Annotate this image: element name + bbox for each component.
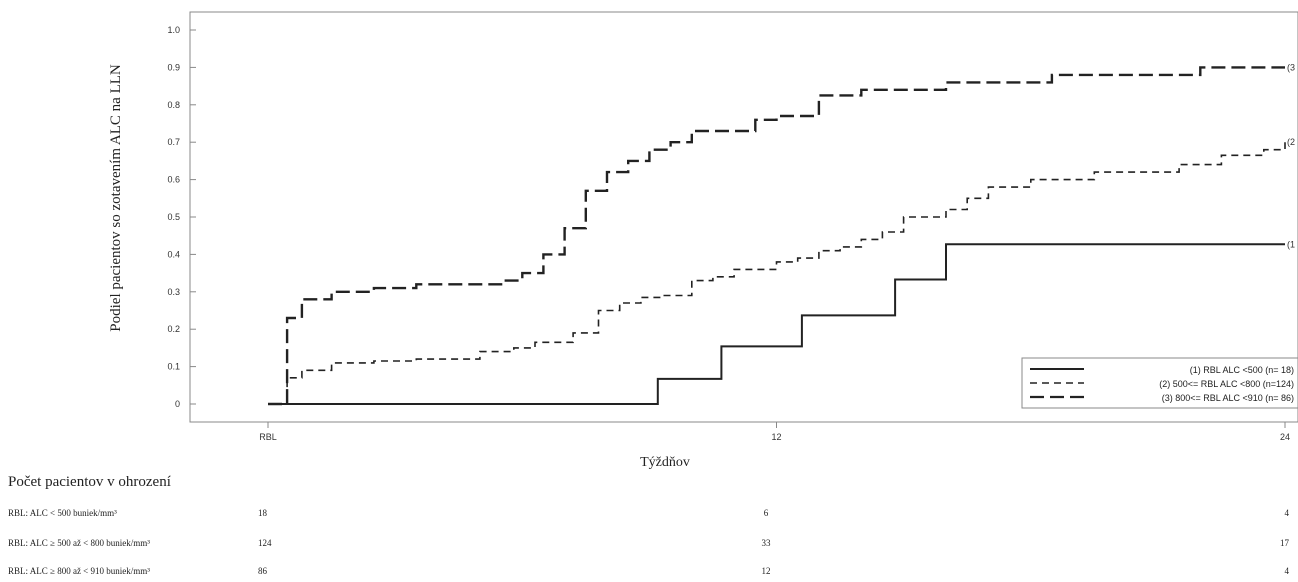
risk-row: RBL: ALC < 500 buniek/mm³ 18 6 4 [0,508,1298,524]
risk-value-week24: 4 [1284,508,1290,518]
y-tick-label: 0.7 [167,137,180,147]
risk-table-title: Počet pacientov v ohrození [8,474,171,490]
risk-value-rbl: 18 [258,508,267,518]
series-end-label-2: (2 [1287,137,1295,147]
risk-value-week24: 4 [1284,566,1290,576]
series-end-label-1: (1 [1287,239,1295,249]
legend-label-2: (2) 500<= RBL ALC <800 (n=124) [1159,379,1294,389]
y-tick-label: 0 [175,399,180,409]
x-tick-label: RBL [259,432,277,442]
legend-label-3: (3) 800<= RBL ALC <910 (n= 86) [1162,393,1294,403]
risk-row: RBL: ALC ≥ 500 až < 800 buniek/mm³ 124 3… [0,538,1298,554]
series-line-2 [268,142,1286,405]
x-axis: RBL 12 24 [259,422,1290,442]
risk-row-label: RBL: ALC ≥ 500 až < 800 buniek/mm³ [8,538,150,548]
risk-row: RBL: ALC ≥ 800 až < 910 buniek/mm³ 86 12… [0,566,1298,582]
risk-value-week12: 6 [763,508,769,518]
risk-value-week24: 17 [1280,538,1289,548]
y-tick-label: 0.9 [167,62,180,72]
risk-row-label: RBL: ALC < 500 buniek/mm³ [8,508,117,518]
y-tick-label: 0.2 [167,324,180,334]
risk-value-rbl: 86 [258,566,267,576]
series-line-3 [268,66,1285,406]
y-tick-label: 0.4 [167,249,180,259]
y-tick-label: 0.8 [167,100,180,110]
risk-row-label: RBL: ALC ≥ 800 až < 910 buniek/mm³ [8,566,150,576]
series-group: (1 (2 (3 [268,62,1295,406]
y-tick-label: 0.5 [167,212,180,222]
risk-value-rbl: 124 [258,538,272,548]
y-axis-label: Podiel pacientov so zotavením ALC na LLN [108,64,124,332]
km-chart: 00.10.20.30.40.50.60.70.80.91.0 RBL 12 24 … [108,11,1298,470]
y-tick-label: 0.6 [167,175,180,185]
y-axis: 0 0.1 0.2 0.3 0.4 0.5 0.6 0.7 0.8 0.9 1.0 [167,25,196,409]
risk-value-week12: 12 [761,566,771,576]
series-end-label-3: (3 [1287,62,1295,72]
legend-label-1: (1) RBL ALC <500 (n= 18) [1190,365,1294,375]
x-axis-label: Týždňov [640,455,690,470]
y-tick-label: 1.0 [167,25,180,35]
y-tick-label: 0.3 [167,287,180,297]
risk-value-week12: 33 [761,538,771,548]
x-tick-label: 24 [1280,432,1290,442]
series-line-1 [268,243,1285,405]
y-tick-label: 0.1 [167,362,180,372]
legend: (1) RBL ALC <500 (n= 18) (2) 500<= RBL A… [1021,357,1298,409]
x-tick-label: 12 [771,432,781,442]
